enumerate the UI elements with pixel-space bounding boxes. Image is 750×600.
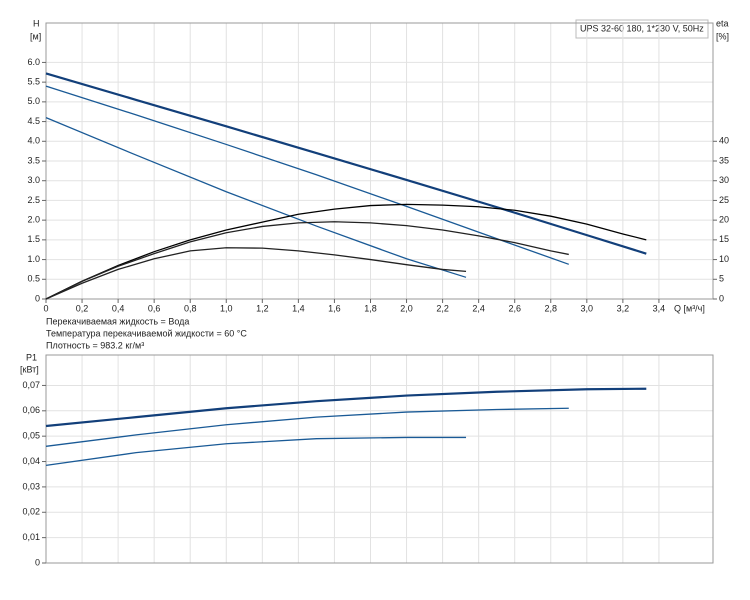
y-unit: [м] xyxy=(30,31,41,41)
y-tick-label: 3.0 xyxy=(27,175,40,185)
curve xyxy=(45,407,569,447)
y-tick-label: 0,02 xyxy=(22,507,40,517)
y2-tick-label: 40 xyxy=(719,136,729,146)
y-tick-label: 5.5 xyxy=(27,77,40,87)
x-tick-label: 0,4 xyxy=(112,303,125,313)
note: Плотность = 983.2 кг/м³ xyxy=(46,340,144,350)
y-tick-label: 6.0 xyxy=(27,57,40,67)
y-tick-label: 3.5 xyxy=(27,155,40,165)
y-tick-label: 0,07 xyxy=(22,380,40,390)
x-tick-label: 0,8 xyxy=(184,303,197,313)
y2-tick-label: 10 xyxy=(719,254,729,264)
y2-tick-label: 5 xyxy=(719,274,724,284)
x-tick-label: 3,0 xyxy=(581,303,594,313)
curve xyxy=(45,117,467,278)
y-tick-label: 4.0 xyxy=(27,136,40,146)
y-label: P1 xyxy=(26,352,37,362)
y-tick-label: 0 xyxy=(35,557,40,567)
y-tick-label: 0.5 xyxy=(27,274,40,284)
curve xyxy=(45,247,467,300)
x-tick-label: 3,2 xyxy=(617,303,630,313)
y-tick-label: 1.5 xyxy=(27,234,40,244)
x-tick-label: 3,4 xyxy=(653,303,666,313)
x-tick-label: 1,8 xyxy=(364,303,377,313)
y2-tick-label: 15 xyxy=(719,234,729,244)
y-tick-label: 0,01 xyxy=(22,532,40,542)
x-tick-label: 1,4 xyxy=(292,303,305,313)
x-tick-label: 2,0 xyxy=(400,303,413,313)
curve xyxy=(45,72,647,255)
x-tick-label: 0 xyxy=(43,303,48,313)
x-tick-label: 2,2 xyxy=(436,303,449,313)
y-label: H xyxy=(33,18,40,28)
title-box xyxy=(575,19,709,39)
y-tick-label: 1.0 xyxy=(27,254,40,264)
y-tick-label: 0,04 xyxy=(22,456,40,466)
x-tick-label: 2,8 xyxy=(544,303,557,313)
y2-tick-label: 25 xyxy=(719,195,729,205)
y-tick-label: 0,03 xyxy=(22,481,40,491)
y-tick-label: 0,06 xyxy=(22,405,40,415)
y-tick-label: 0 xyxy=(35,293,40,303)
y2-unit: [%] xyxy=(716,31,729,41)
y-tick-label: 5.0 xyxy=(27,96,40,106)
y-tick-label: 0,05 xyxy=(22,431,40,441)
plot-frame xyxy=(45,354,714,564)
x-tick-label: 2,4 xyxy=(472,303,485,313)
curve xyxy=(45,387,647,428)
curve xyxy=(45,203,647,300)
y2-label: eta xyxy=(716,18,729,28)
note: Перекачиваемая жидкость = Вода xyxy=(46,316,189,326)
y-unit: [кВт] xyxy=(20,364,39,374)
y-tick-label: 4.5 xyxy=(27,116,40,126)
y-tick-label: 2.0 xyxy=(27,215,40,225)
curve xyxy=(45,221,569,300)
y2-tick-label: 30 xyxy=(719,175,729,185)
x-tick-label: 1,2 xyxy=(256,303,269,313)
x-tick-label: 0,2 xyxy=(76,303,89,313)
chart-title: UPS 32-60 180, 1*230 V, 50Hz xyxy=(580,23,704,33)
y2-tick-label: 0 xyxy=(719,293,724,303)
note: Температура перекачиваемой жидкости = 60… xyxy=(46,328,247,338)
x-tick-label: 1,0 xyxy=(220,303,233,313)
curve xyxy=(45,436,467,466)
y2-tick-label: 20 xyxy=(719,215,729,225)
x-tick-label: 2,6 xyxy=(508,303,521,313)
x-tick-label: 0,6 xyxy=(148,303,161,313)
x-tick-label: 1,6 xyxy=(328,303,341,313)
y2-tick-label: 35 xyxy=(719,155,729,165)
y-tick-label: 2.5 xyxy=(27,195,40,205)
x-label: Q [м³/ч] xyxy=(674,303,705,313)
